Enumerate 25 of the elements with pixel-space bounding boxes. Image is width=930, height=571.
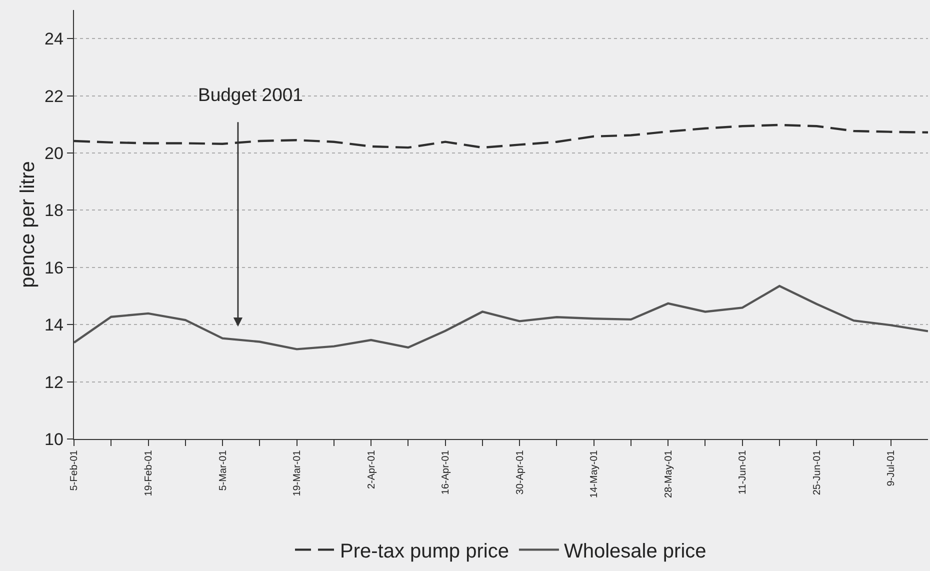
x-tick-label: 19-Mar-01 — [292, 450, 304, 496]
x-tick-label: 28-May-01 — [663, 450, 674, 498]
x-tick-label: 2-Apr-01 — [366, 450, 378, 490]
line-series — [74, 284, 928, 350]
annotation: Budget 2001 — [198, 84, 303, 105]
y-tick-label: 14 — [44, 316, 64, 335]
x-tick-label: 19-Feb-01 — [144, 450, 155, 496]
y-tick-label: 22 — [44, 86, 64, 106]
y-tick-label: 20 — [44, 144, 64, 163]
x-tick-label: 14-May-01 — [589, 450, 600, 498]
legend-label: Pre-tax pump price — [340, 540, 509, 562]
y-tick-label: 10 — [44, 430, 64, 449]
y-axis-title: pence per litre — [17, 161, 40, 288]
x-tick-label: 25-Jun-01 — [812, 450, 823, 496]
legend-label: Wholesale price — [564, 540, 706, 562]
x-tick-label: 11-Jun-01 — [738, 450, 749, 494]
y-tick-label: 16 — [44, 258, 64, 278]
y-tick-label: 12 — [44, 372, 64, 392]
y-tick-label: 18 — [44, 201, 64, 220]
x-tick-label: 9-Jul-01 — [886, 450, 898, 486]
x-tick-label: 5-Feb-01 — [69, 450, 80, 491]
x-tick-label: 5-Mar-01 — [218, 450, 229, 491]
x-tick-label: 16-Apr-01 — [440, 450, 452, 495]
x-tick-label: 30-Apr-01 — [514, 450, 526, 495]
y-tick-label: 24 — [44, 30, 64, 49]
